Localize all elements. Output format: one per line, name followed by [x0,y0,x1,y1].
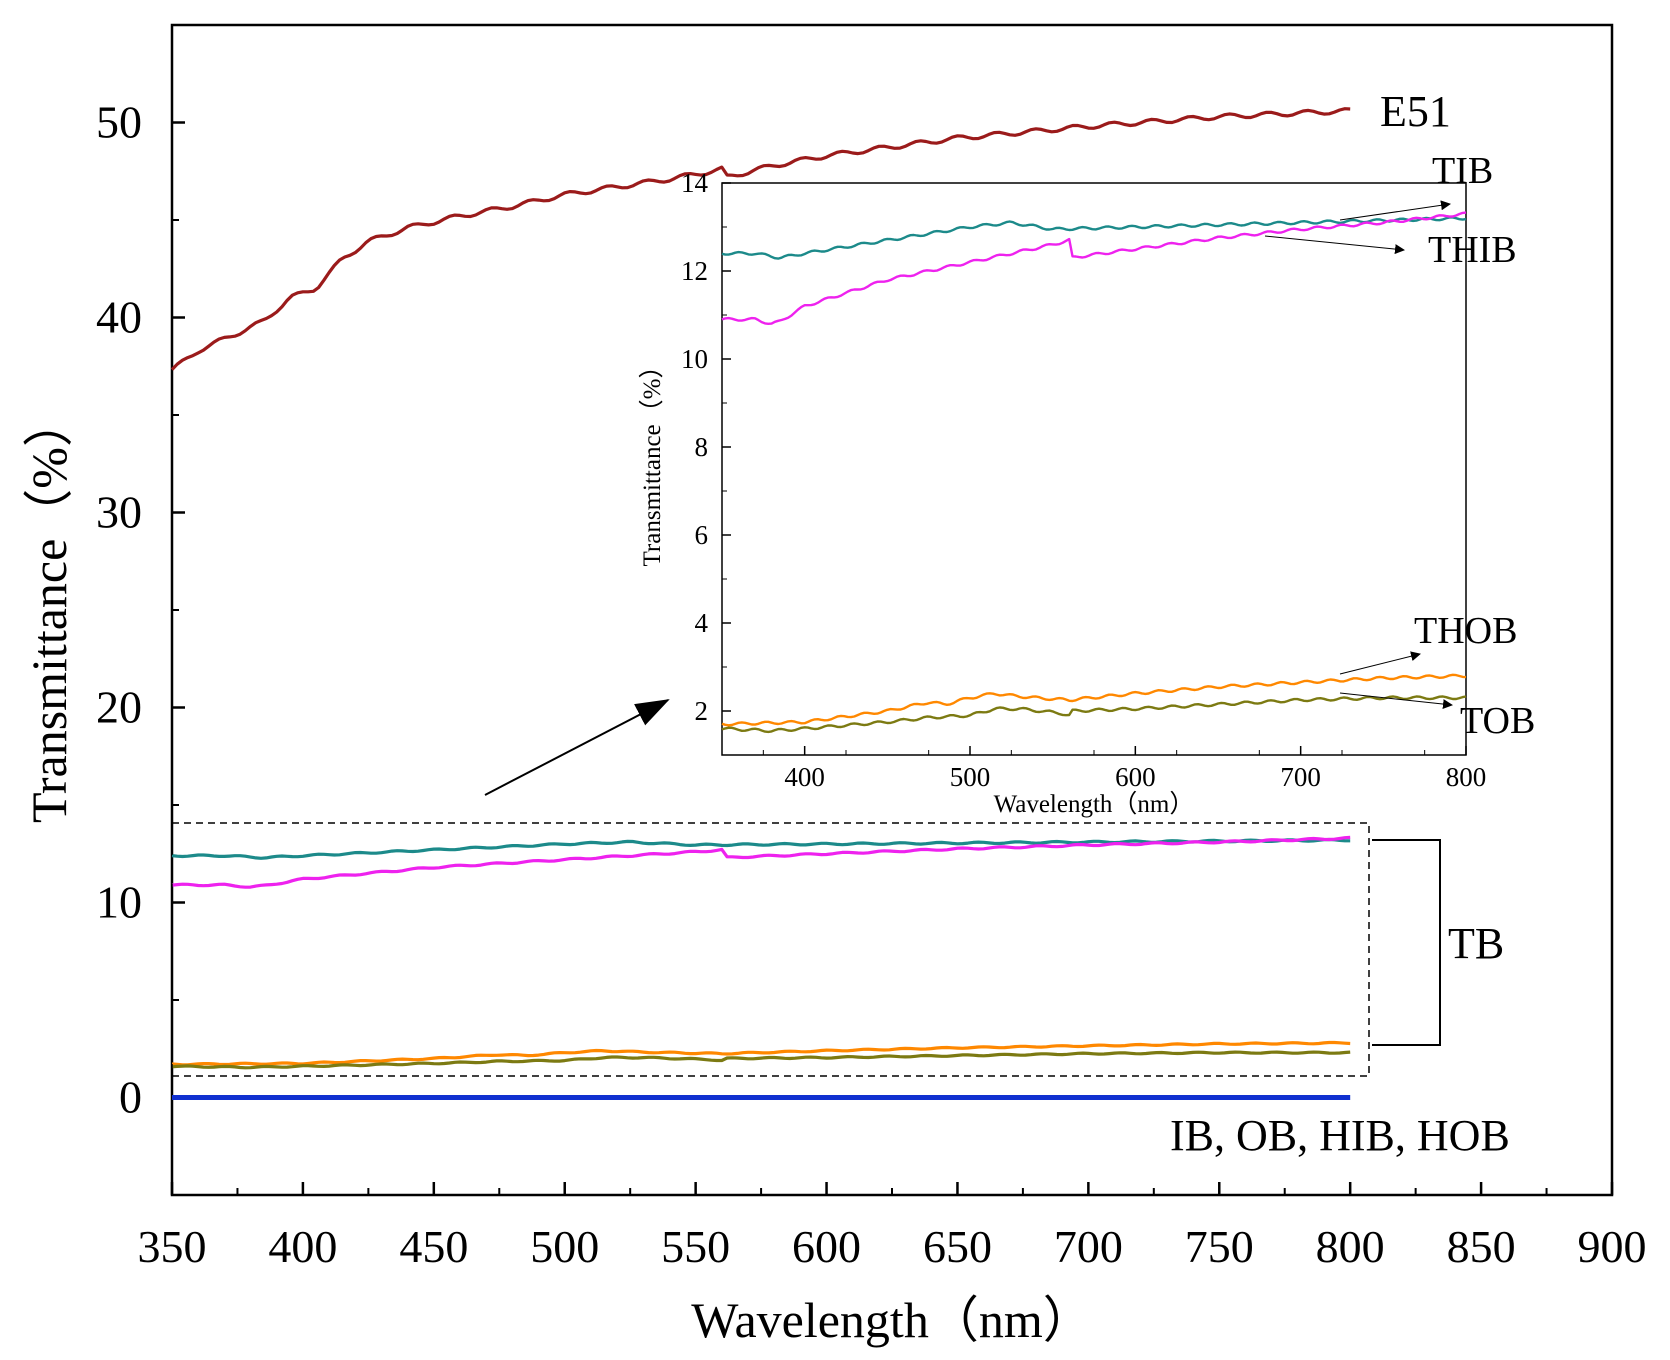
main-x-tick-label: 750 [1185,1221,1254,1272]
main-series-tob [171,1050,1351,1070]
main-series-thob [171,1040,1351,1067]
inset-label-tib: TIB [1432,150,1493,192]
label-tb: TB [1448,919,1504,968]
inset-y-tick-label: 6 [695,520,709,550]
inset-series-tob [721,695,1467,734]
inset-label-tob: TOB [1460,700,1535,742]
main-series-e51 [170,107,1351,371]
main-x-tick-label: 350 [138,1221,207,1272]
main-y-axis-title: Transmittance（%） [21,397,77,823]
main-x-axis-title: Wavelength（nm） [691,1292,1092,1348]
main-plot-frame [170,23,1614,1197]
main-x-tick-label: 700 [1054,1221,1123,1272]
inset-x-tick-label: 800 [1446,762,1487,792]
main-x-tick-label: 500 [530,1221,599,1272]
main-y-tick-label: 40 [96,292,142,343]
main-y-tick-label: 50 [96,97,142,148]
arrow-thib [1264,235,1405,255]
inset-y-tick-label: 8 [695,432,709,462]
inset-series-tib [721,216,1467,260]
main-y-tick-label: 20 [96,682,142,733]
inset-x-tick-label: 400 [784,762,825,792]
inset-y-axis-title: Transmittance（%） [638,354,666,567]
main-x-tick-label: 800 [1316,1221,1385,1272]
inset-label-thib: THIB [1428,229,1517,271]
main-y-tick-label: 10 [96,877,142,928]
tb-bracket [1372,839,1441,1046]
inset-y-tick-label: 4 [695,608,709,638]
main-x-tick-label: 550 [661,1221,730,1272]
inset-y-tick-label: 14 [681,168,709,198]
main-x-tick-label: 650 [923,1221,992,1272]
main-x-tick-label: 900 [1578,1221,1647,1272]
inset-plot: 400 500 600 700 800 2 4 6 8 10 12 14 Wavelength（nm）… [638,150,1535,818]
inset-plot-frame [721,182,1467,756]
main-y-tick-label: 30 [96,487,142,538]
label-ib-ob-hib-hob: IB, OB, HIB, HOB [1170,1111,1510,1160]
inset-y-tick-label: 2 [695,696,709,726]
inset-x-tick-label: 600 [1115,762,1156,792]
zoom-arrow [484,699,670,796]
inset-y-tick-label: 10 [681,344,708,374]
main-y-tick-label: 0 [119,1072,142,1123]
inset-x-tick-label: 700 [1280,762,1321,792]
inset-label-thob: THOB [1414,610,1517,652]
main-x-tick-label: 450 [399,1221,468,1272]
main-series-thib [171,835,1351,889]
inset-x-tick-label: 500 [950,762,991,792]
tb-dashed-box [171,822,1370,1077]
label-e51: E51 [1380,87,1451,136]
main-x-tick-label: 850 [1447,1221,1516,1272]
arrow-tib [1339,200,1451,221]
main-x-tick-label: 400 [268,1221,337,1272]
inset-y-tick-label: 12 [681,256,708,286]
inset-x-axis-title: Wavelength（nm） [994,790,1195,818]
arrow-tob [1339,692,1453,710]
inset-series-thob [721,673,1467,727]
main-x-tick-label: 600 [792,1221,861,1272]
inset-series-thib [721,211,1467,325]
arrow-thob [1339,651,1421,675]
